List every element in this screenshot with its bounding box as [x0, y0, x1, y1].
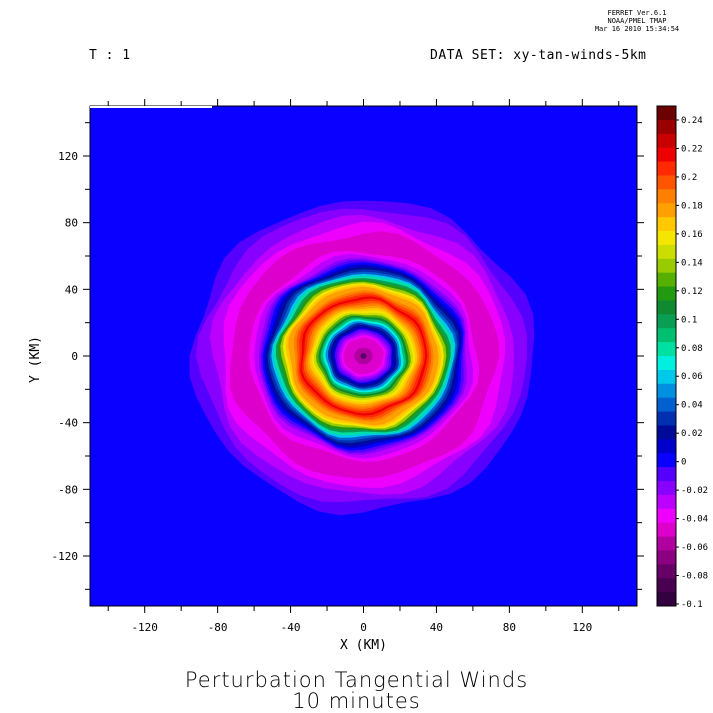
colorbar-swatch [657, 356, 676, 371]
colorbar-swatch [657, 550, 676, 565]
colorbar-swatch [657, 244, 676, 260]
colorbar-swatch [657, 314, 676, 329]
colorbar-swatch [657, 494, 676, 510]
top-edge-strip [90, 106, 212, 108]
chart-title: Perturbation Tangential Winds [184, 668, 529, 692]
colorbar-swatch [657, 411, 676, 426]
colorbar-swatch [657, 217, 676, 232]
colorbar-swatch [657, 286, 676, 301]
x-tick-label: -120 [131, 621, 158, 634]
time-step-label: T : 1 [89, 48, 131, 63]
y-tick-label: 40 [65, 283, 78, 296]
colorbar-swatch [657, 425, 676, 440]
colorbar-swatch [657, 397, 676, 413]
vortex-center [360, 353, 367, 359]
colorbar-swatch [657, 467, 676, 482]
colorbar-swatch [657, 272, 676, 288]
colorbar-swatch [657, 147, 676, 163]
colorbar-swatch [657, 175, 676, 190]
colorbar-label: -0.06 [681, 543, 708, 553]
x-tick-label: 40 [430, 621, 443, 634]
colorbar-swatch [657, 189, 676, 204]
axes-layer: -120 -80 -40 0 40 80 120 120 80 40 0 -40 -80 -120 [52, 99, 644, 634]
x-tick-label: 80 [503, 621, 516, 634]
x-axis-title: X (KM) [340, 638, 387, 653]
colorbar-label: 0.14 [681, 258, 703, 268]
field-layer [90, 106, 637, 606]
colorbar-label: 0.06 [681, 372, 703, 382]
colorbar-label: 0.18 [681, 201, 703, 211]
colorbar-swatch [657, 133, 676, 149]
chart-subtitle: 10 minutes [292, 689, 421, 713]
x-tick-label: 120 [572, 621, 592, 634]
colorbar-swatch [657, 383, 676, 399]
colorbar-label: -0.08 [681, 572, 708, 582]
y-axis-title: Y (KM) [27, 336, 43, 383]
colorbar-swatch [657, 106, 676, 121]
y-tick-label: 0 [71, 350, 78, 363]
colorbar-swatch [657, 300, 676, 315]
colorbar-swatch [657, 439, 676, 454]
x-tick-label: -40 [281, 621, 301, 634]
colorbar-swatch [657, 564, 676, 579]
y-tick-label: 120 [58, 150, 78, 163]
y-tick-label: -120 [52, 550, 79, 563]
colorbar-label: 0.02 [681, 429, 703, 439]
colorbar-swatch [657, 481, 676, 496]
colorbar-label: -0.02 [681, 486, 708, 496]
colorbar-swatch [657, 522, 676, 538]
colorbar-label: -0.04 [681, 515, 708, 525]
colorbar-label: 0.12 [681, 287, 703, 297]
software-version: FERRET Ver.6.1 [607, 9, 667, 17]
dataset-label: DATA SET: xy-tan-winds-5km [430, 48, 647, 63]
y-tick-label: 80 [65, 217, 78, 230]
y-tick-label: -40 [58, 417, 78, 430]
colorbar-label: 0.08 [681, 344, 703, 354]
colorbar-swatch [657, 342, 676, 357]
heatmap-plot: -120 -80 -40 0 40 80 120 120 80 40 0 -40 -80 -120 0.2… [52, 99, 708, 634]
colorbar-label: 0.16 [681, 230, 703, 240]
colorbar-label: -0.1 [681, 600, 703, 610]
colorbar-swatch [657, 231, 676, 246]
colorbar-swatch [657, 578, 676, 593]
colorbar-label: 0.1 [681, 315, 697, 325]
plot-timestamp: Mar 16 2010 15:34:54 [594, 25, 680, 33]
y-tick-label: -80 [58, 483, 78, 496]
colorbar: 0.24 0.22 0.2 0.18 0.16 0.14 0.12 0.1 0.08 0.06 0.… [656, 105, 708, 610]
colorbar-swatch [657, 161, 676, 176]
colorbar-label: 0.04 [681, 401, 703, 411]
colorbar-swatch [657, 119, 676, 135]
colorbar-label: 0 [681, 458, 686, 468]
colorbar-frame [656, 105, 677, 607]
organization: NOAA/PMEL TMAP [607, 17, 667, 25]
colorbar-swatch [657, 328, 676, 343]
colorbar-swatch [657, 369, 676, 385]
colorbar-label: 0.22 [681, 144, 703, 154]
colorbar-label: 0.2 [681, 173, 697, 183]
colorbar-label: 0.24 [681, 116, 703, 126]
colorbar-swatch [657, 453, 676, 468]
colorbar-swatch [657, 508, 676, 524]
x-tick-label: 0 [360, 621, 367, 634]
x-tick-label: -80 [208, 621, 228, 634]
colorbar-swatch [657, 258, 676, 274]
colorbar-swatch [657, 536, 676, 551]
colorbar-swatch [657, 592, 676, 607]
colorbar-swatch [657, 203, 676, 218]
